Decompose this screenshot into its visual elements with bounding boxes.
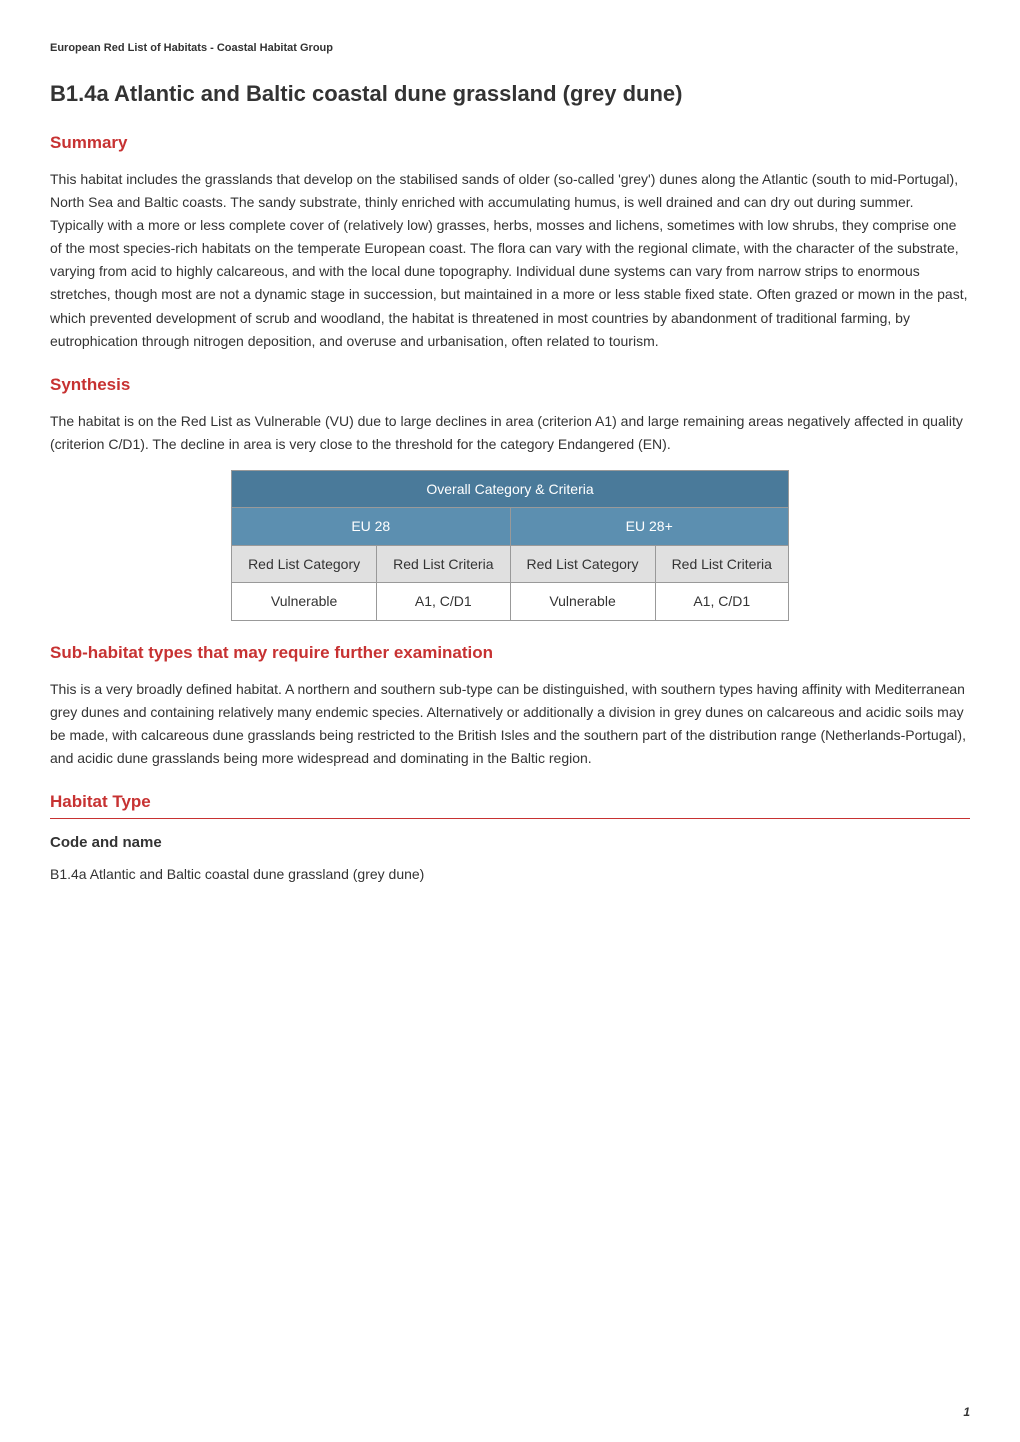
table-subheader-eu28: EU 28 (232, 508, 510, 545)
summary-text: This habitat includes the grasslands tha… (50, 168, 970, 353)
table-data-0: Vulnerable (232, 583, 377, 620)
table-main-header: Overall Category & Criteria (232, 471, 789, 508)
table-label-row: Red List Category Red List Criteria Red … (232, 545, 789, 582)
subhabitat-heading: Sub-habitat types that may require furth… (50, 639, 970, 666)
criteria-table: Overall Category & Criteria EU 28 EU 28+… (231, 470, 789, 621)
table-subheader-row: EU 28 EU 28+ (232, 508, 789, 545)
table-subheader-eu28plus: EU 28+ (510, 508, 788, 545)
code-name-subheading: Code and name (50, 831, 970, 855)
table-data-2: Vulnerable (510, 583, 655, 620)
page-number: 1 (963, 1403, 970, 1422)
synthesis-heading: Synthesis (50, 371, 970, 398)
table-col-label-1: Red List Criteria (377, 545, 510, 582)
page-title: B1.4a Atlantic and Baltic coastal dune g… (50, 76, 970, 111)
table-data-3: A1, C/D1 (655, 583, 788, 620)
habitat-type-heading: Habitat Type (50, 788, 970, 819)
table-data-row: Vulnerable A1, C/D1 Vulnerable A1, C/D1 (232, 583, 789, 620)
table-col-label-3: Red List Criteria (655, 545, 788, 582)
table-col-label-0: Red List Category (232, 545, 377, 582)
summary-heading: Summary (50, 129, 970, 156)
table-data-1: A1, C/D1 (377, 583, 510, 620)
table-col-label-2: Red List Category (510, 545, 655, 582)
habitat-type-text: B1.4a Atlantic and Baltic coastal dune g… (50, 863, 970, 886)
synthesis-text: The habitat is on the Red List as Vulner… (50, 410, 970, 456)
table-main-header-row: Overall Category & Criteria (232, 471, 789, 508)
subhabitat-text: This is a very broadly defined habitat. … (50, 678, 970, 770)
breadcrumb: European Red List of Habitats - Coastal … (50, 40, 970, 58)
